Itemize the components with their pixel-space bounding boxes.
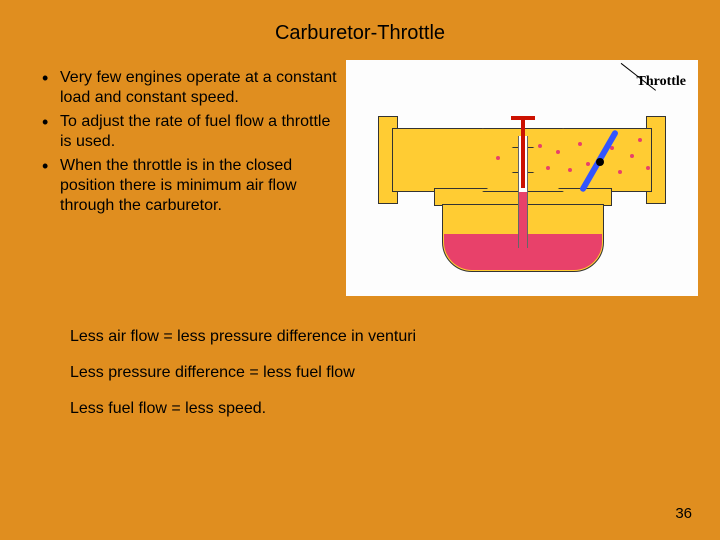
fuel-droplet [538, 144, 542, 148]
bullet-item: Very few engines operate at a constant l… [38, 68, 338, 108]
carburetor-body [378, 108, 666, 280]
equation-line: Less pressure difference = less fuel flo… [70, 364, 416, 382]
bullet-list: Very few engines operate at a constant l… [38, 68, 338, 220]
fuel-droplet [556, 150, 560, 154]
fuel-droplet [630, 154, 634, 158]
fuel-droplet [638, 138, 642, 142]
jet-fuel-column [519, 192, 527, 248]
equation-line: Less fuel flow = less speed. [70, 400, 416, 418]
page-number: 36 [675, 505, 692, 522]
bullet-item: When the throttle is in the closed posit… [38, 156, 338, 216]
fuel-droplet [546, 166, 550, 170]
fuel-droplet [568, 168, 572, 172]
slide-title: Carburetor-Throttle [0, 22, 720, 45]
carburetor-diagram: Throttle [346, 60, 698, 296]
equations-block: Less air flow = less pressure difference… [70, 328, 416, 436]
fuel-droplet [646, 166, 650, 170]
fuel-droplet [496, 156, 500, 160]
throttle-pivot [596, 158, 604, 166]
equation-line: Less air flow = less pressure difference… [70, 328, 416, 346]
bullet-item: To adjust the rate of fuel flow a thrott… [38, 112, 338, 152]
needle-valve [521, 118, 525, 188]
fuel-droplet [578, 142, 582, 146]
fuel-droplet [618, 170, 622, 174]
fuel-droplet [586, 162, 590, 166]
